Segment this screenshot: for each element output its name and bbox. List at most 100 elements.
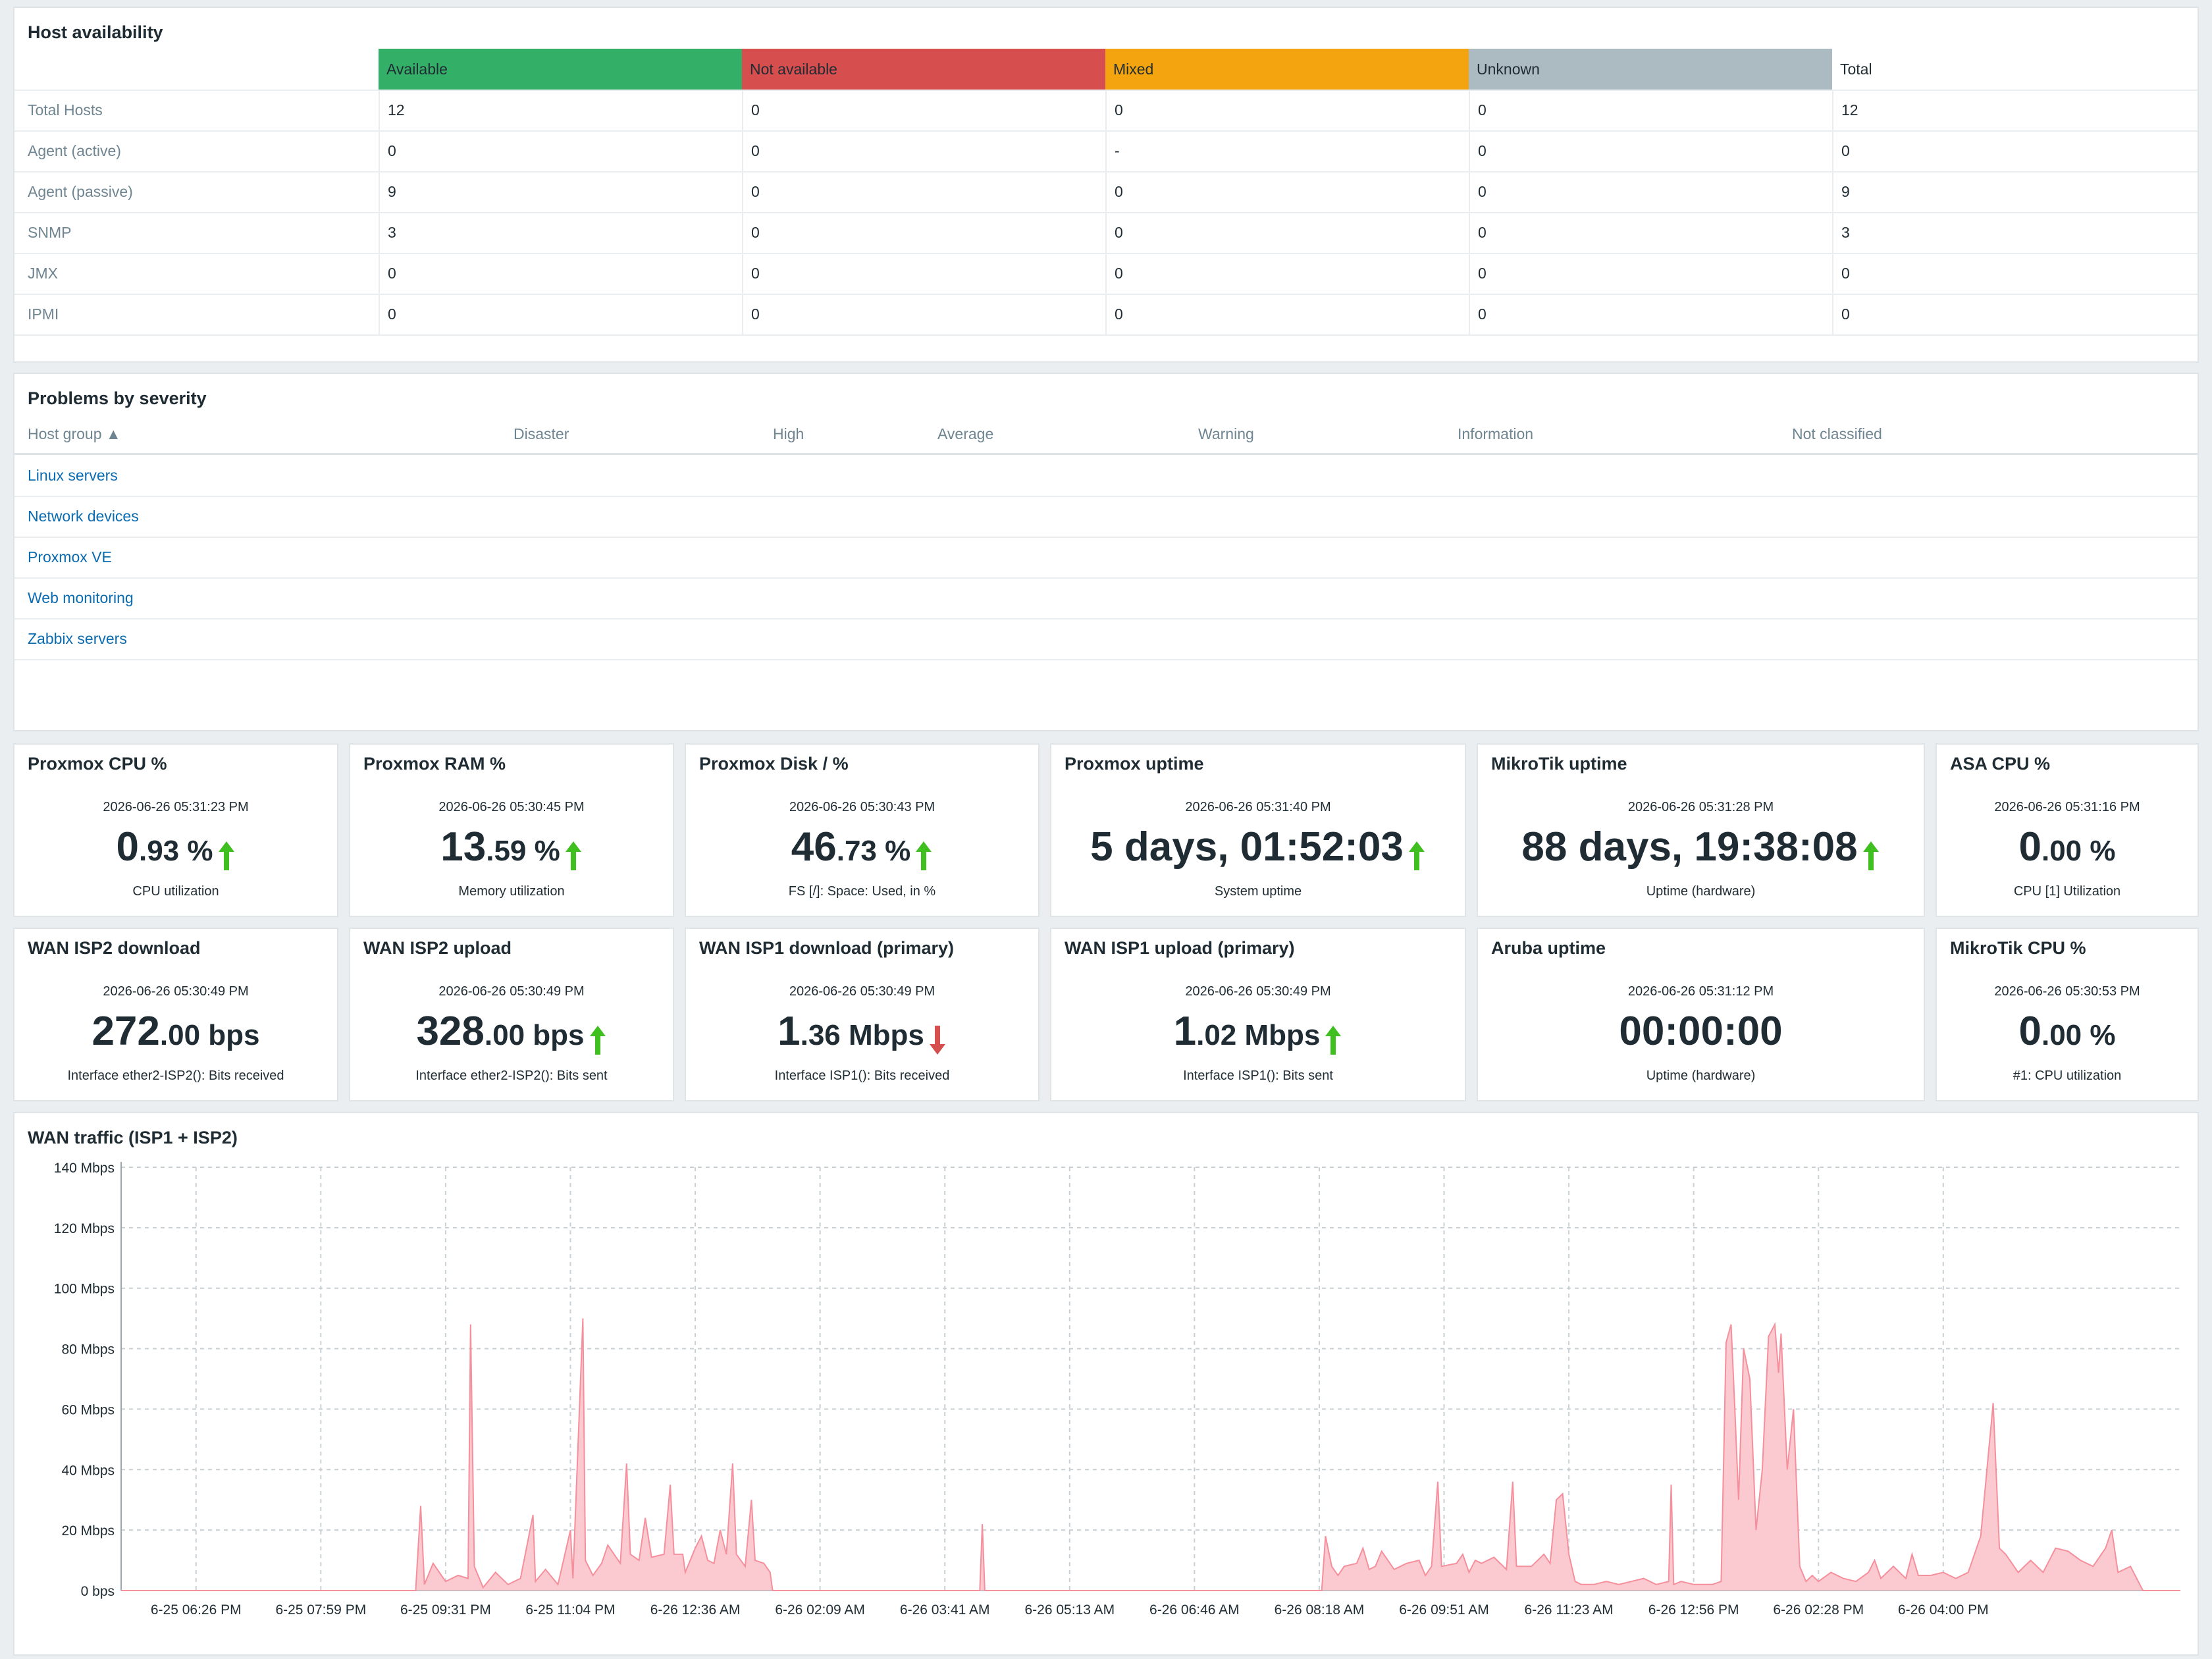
card-value-main: 5 days, 01:52:03 xyxy=(1090,824,1404,870)
host-availability-header: Available Not available Mixed Unknown To… xyxy=(14,49,2198,91)
card-timestamp: 2026-06-26 05:30:49 PM xyxy=(438,984,585,999)
problem-row: Web monitoring xyxy=(14,577,2198,619)
row-label: SNMP xyxy=(28,224,72,241)
card-value: 328.00 bps xyxy=(350,1008,673,1059)
x-tick-label: 6-26 04:00 PM xyxy=(1898,1602,1989,1618)
row-value: 0 xyxy=(1105,294,1469,334)
row-value: 9 xyxy=(1832,171,2198,212)
row-value: 0 xyxy=(1105,212,1469,253)
item-value-card: WAN ISP1 upload (primary) 2026-06-26 05:3… xyxy=(1050,928,1466,1101)
wan-traffic-graph-widget: WAN traffic (ISP1 + ISP2) 0 bps 20 Mbps 40… xyxy=(13,1112,2199,1656)
card-value-main: 0 xyxy=(2018,824,2041,870)
row-value: 0 xyxy=(1105,171,1469,212)
host-availability-row: IPMI 0 0 0 0 0 xyxy=(14,294,2198,336)
card-value: 272.00 bps xyxy=(14,1008,337,1055)
card-description: FS [/]: Space: Used, in % xyxy=(788,884,936,899)
y-tick-label: 100 Mbps xyxy=(54,1282,115,1297)
host-availability-row: JMX 0 0 0 0 0 xyxy=(14,253,2198,295)
row-value: 0 xyxy=(379,130,742,171)
card-value: 1.36 Mbps xyxy=(686,1008,1038,1059)
row-value: 12 xyxy=(379,90,742,130)
row-value: 0 xyxy=(1469,130,1832,171)
host-availability-row: Agent (passive) 9 0 0 0 9 xyxy=(14,171,2198,213)
y-tick-label: 0 bps xyxy=(81,1584,115,1599)
card-description: Uptime (hardware) xyxy=(1646,1068,1756,1083)
row-value: - xyxy=(1105,130,1469,171)
host-group-link[interactable]: Linux servers xyxy=(28,467,118,484)
trend-up-icon xyxy=(564,840,583,875)
card-title-asa-cpu: ASA CPU % xyxy=(1950,754,2051,774)
row-label: Agent (passive) xyxy=(28,183,133,200)
host-group-link[interactable]: Zabbix servers xyxy=(28,630,127,647)
card-value-fraction: .02 Mbps xyxy=(1196,1019,1321,1051)
card-value: 0.00 % xyxy=(1937,1008,2198,1055)
x-tick-label: 6-26 08:18 AM xyxy=(1275,1602,1365,1618)
y-tick-label: 80 Mbps xyxy=(61,1342,115,1357)
row-value: 0 xyxy=(1469,294,1832,334)
traffic-line xyxy=(121,1318,2180,1591)
card-title-wan-isp2-download: WAN ISP2 download xyxy=(28,938,201,958)
card-value-fraction: .00 bps xyxy=(159,1019,260,1051)
row-value: 0 xyxy=(742,130,1105,171)
card-timestamp: 2026-06-26 05:31:16 PM xyxy=(1994,800,2140,814)
card-title-wan-isp1-download-primary: WAN ISP1 download (primary) xyxy=(699,938,955,958)
card-value-main: 13 xyxy=(440,824,487,870)
card-value-main: 0 xyxy=(2018,1009,2041,1054)
col-unknown: Unknown xyxy=(1469,49,1832,90)
problem-row: Zabbix servers xyxy=(14,618,2198,660)
item-value-card: MikroTik uptime 2026-06-26 05:31:28 PM 88 … xyxy=(1477,743,1925,917)
card-timestamp: 2026-06-26 05:31:12 PM xyxy=(1627,984,1774,999)
card-value-main: 46 xyxy=(791,824,837,870)
card-value: 13.59 % xyxy=(350,824,673,875)
row-label: JMX xyxy=(28,265,58,282)
card-value-main: 00:00:00 xyxy=(1619,1009,1783,1054)
card-title-proxmox-uptime: Proxmox uptime xyxy=(1065,754,1204,774)
item-value-card: Proxmox Disk / % 2026-06-26 05:30:43 PM 46… xyxy=(685,743,1040,917)
x-tick-label: 6-25 09:31 PM xyxy=(400,1602,491,1618)
card-value: 88 days, 19:38:08 xyxy=(1478,824,1924,875)
row-value: 12 xyxy=(1832,90,2198,130)
row-value: 0 xyxy=(1469,212,1832,253)
row-value: 0 xyxy=(379,294,742,334)
item-value-card: Aruba uptime 2026-06-26 05:31:12 PM 00:00:… xyxy=(1477,928,1925,1101)
trend-up-icon xyxy=(217,840,236,875)
item-value-card: Proxmox RAM % 2026-06-26 05:30:45 PM 13.59… xyxy=(349,743,674,917)
card-value-fraction: .73 % xyxy=(836,835,911,867)
row-value: 0 xyxy=(742,294,1105,334)
host-group-link[interactable]: Proxmox VE xyxy=(28,548,112,566)
card-description: Interface ether2-ISP2(): Bits received xyxy=(67,1068,284,1083)
card-value-fraction: .36 Mbps xyxy=(800,1019,924,1051)
item-value-card: WAN ISP2 download 2026-06-26 05:30:49 PM 2… xyxy=(13,928,338,1101)
trend-down-icon xyxy=(928,1024,947,1059)
header-host-group[interactable]: Host group ▲ xyxy=(28,425,121,442)
host-availability-widget: Host availability Available Not availabl… xyxy=(13,7,2199,363)
card-title-aruba-uptime: Aruba uptime xyxy=(1491,938,1606,958)
card-title-wan-isp2-upload: WAN ISP2 upload xyxy=(363,938,512,958)
card-value-fraction: .00 % xyxy=(2041,835,2116,867)
problems-title: Problems by severity xyxy=(28,388,207,408)
card-description: #1: CPU utilization xyxy=(2013,1068,2122,1083)
host-group-link[interactable]: Web monitoring xyxy=(28,589,134,606)
card-value-fraction: .00 % xyxy=(2041,1019,2116,1051)
x-tick-label: 6-25 11:04 PM xyxy=(525,1602,615,1618)
card-value-fraction: .59 % xyxy=(486,835,560,867)
row-value: 0 xyxy=(1469,90,1832,130)
header-not-classified: Not classified xyxy=(1792,425,1882,442)
trend-up-icon xyxy=(914,840,933,875)
card-title-proxmox-ram: Proxmox RAM % xyxy=(363,754,506,774)
row-value: 0 xyxy=(742,90,1105,130)
host-availability-title: Host availability xyxy=(28,22,163,42)
card-title-mikrotik-uptime: MikroTik uptime xyxy=(1491,754,1627,774)
problems-by-severity-widget: Problems by severity Host group ▲ Disast… xyxy=(13,373,2199,731)
row-value: 0 xyxy=(1832,253,2198,294)
card-value-main: 1 xyxy=(1173,1009,1197,1054)
host-group-link[interactable]: Network devices xyxy=(28,508,139,525)
card-timestamp: 2026-06-26 05:30:49 PM xyxy=(1185,984,1331,999)
item-value-card: WAN ISP1 download (primary) 2026-06-26 05… xyxy=(685,928,1040,1101)
header-information: Information xyxy=(1458,425,1534,442)
host-availability-row: SNMP 3 0 0 0 3 xyxy=(14,212,2198,254)
card-title-proxmox-cpu: Proxmox CPU % xyxy=(28,754,167,774)
y-tick-label: 20 Mbps xyxy=(61,1523,115,1539)
row-label: Total Hosts xyxy=(28,101,103,118)
item-value-card: ASA CPU % 2026-06-26 05:31:16 PM 0.00 % CPU… xyxy=(1936,743,2199,917)
